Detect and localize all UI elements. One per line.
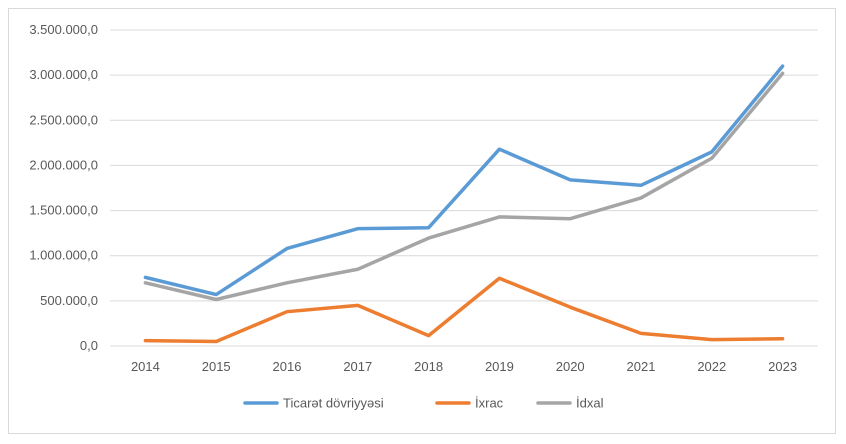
x-tick-label: 2020 — [556, 359, 585, 374]
chart-frame — [8, 8, 836, 434]
y-tick-label: 2.500.000,0 — [29, 112, 98, 127]
x-tick-label: 2017 — [343, 359, 372, 374]
x-tick-label: 2019 — [485, 359, 514, 374]
y-tick-label: 1.500.000,0 — [29, 203, 98, 218]
x-tick-label: 2021 — [627, 359, 656, 374]
x-tick-label: 2016 — [273, 359, 302, 374]
x-axis-ticks: 2014 2015 2016 2017 2018 2019 2020 2021 2022 2023 — [131, 359, 797, 374]
legend-label: Ticarət dövriyyəsi — [283, 396, 384, 411]
y-axis-ticks: 0,0 500.000,0 1.000.000,0 1.500.000,0 2.000.… — [29, 22, 98, 353]
x-tick-label: 2018 — [414, 359, 443, 374]
y-tick-label: 2.000.000,0 — [29, 157, 98, 172]
x-tick-label: 2022 — [697, 359, 726, 374]
x-tick-label: 2014 — [131, 359, 160, 374]
series-line-3 — [143, 71, 785, 302]
y-tick-label: 3.500.000,0 — [29, 22, 98, 37]
y-tick-label: 3.000.000,0 — [29, 67, 98, 82]
x-tick-label: 2015 — [202, 359, 231, 374]
series-line-2 — [143, 276, 785, 344]
series-line-1 — [143, 64, 785, 297]
series-lines — [143, 64, 785, 344]
y-tick-label: 1.000.000,0 — [29, 248, 98, 263]
y-tick-label: 500.000,0 — [40, 293, 98, 308]
y-tick-label: 0,0 — [80, 338, 98, 353]
legend-label: İdxal — [576, 396, 604, 411]
legend-label: İxrac — [475, 396, 504, 411]
legend: Ticarət dövriyyəsi İxrac İdxal — [243, 396, 604, 411]
gridlines — [110, 29, 818, 347]
x-tick-label: 2023 — [768, 359, 797, 374]
